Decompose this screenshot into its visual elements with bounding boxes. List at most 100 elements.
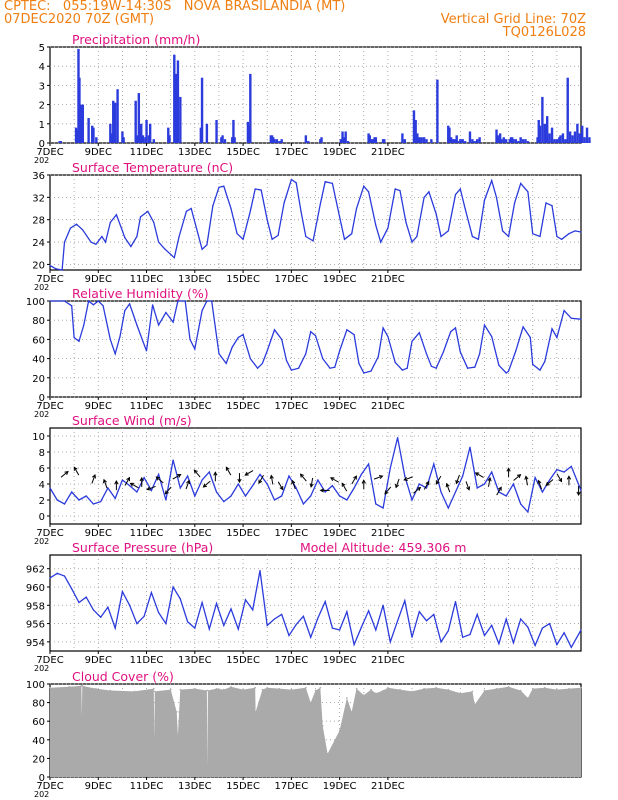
series-point	[298, 367, 300, 369]
series-point	[300, 210, 302, 212]
series-point	[201, 248, 203, 250]
precip-bar	[514, 139, 518, 143]
series-point	[92, 304, 95, 306]
wind-arrow-shaft	[351, 475, 357, 485]
precip-bar	[553, 139, 556, 143]
series-point	[259, 473, 261, 475]
cloud-cover-point	[68, 685, 71, 688]
wind-arrow	[513, 474, 522, 481]
series-point	[549, 479, 551, 481]
precip-bar	[231, 137, 234, 143]
series-point	[100, 501, 102, 503]
series-point	[329, 367, 331, 369]
y-tick-label: 20	[32, 754, 45, 765]
y-tick-label: 4	[39, 62, 45, 73]
cloud-cover-point	[81, 715, 83, 718]
cloud-cover-point	[568, 687, 570, 690]
series-point	[56, 572, 58, 574]
precip-bar	[453, 139, 456, 143]
series-point	[401, 369, 403, 371]
series-point	[534, 644, 536, 647]
series-point	[230, 207, 232, 210]
series-point	[433, 613, 435, 616]
wind-arrow	[60, 470, 69, 478]
precip-bar	[449, 137, 453, 143]
series-point	[266, 350, 268, 352]
precip-bar	[420, 137, 423, 143]
series-point	[428, 191, 430, 193]
series-point	[71, 588, 73, 590]
precip-bar	[249, 73, 252, 143]
x-tick-label: 7DEC	[36, 401, 63, 412]
precip-bar	[585, 127, 589, 143]
series-point	[539, 369, 541, 371]
series-point	[363, 185, 365, 187]
wind-arrow	[164, 486, 172, 495]
y-tick-label: 0	[39, 393, 45, 404]
wind-arrow	[124, 476, 131, 486]
x-tick-label: 9DEC	[85, 655, 112, 666]
wind-arrow	[146, 485, 156, 491]
precip-bar	[451, 139, 455, 143]
series-point	[512, 483, 515, 485]
precip-bar	[447, 125, 450, 143]
series-point	[512, 642, 515, 644]
cloud-cover-point	[222, 688, 225, 691]
series-point	[527, 511, 529, 513]
precip-bar	[561, 133, 565, 143]
cloud-cover-point	[423, 687, 425, 690]
series-point	[440, 491, 442, 493]
series-point	[469, 446, 471, 448]
y-tick-label: 4	[39, 480, 45, 491]
precip-bar	[273, 139, 276, 143]
panel-subtitle: Model Altitude: 459.306 m	[300, 540, 466, 555]
x-tick-label: 11DEC	[130, 781, 164, 792]
precip-bar	[344, 131, 347, 143]
y-tick-label: 20	[32, 374, 45, 385]
series-point	[194, 627, 196, 629]
cloud-cover-point	[459, 692, 462, 695]
cloud-cover-point	[133, 690, 136, 693]
series-point	[580, 629, 582, 631]
series-point	[194, 348, 196, 350]
precip-bar	[92, 127, 95, 143]
series-point	[351, 233, 353, 235]
series-point	[317, 479, 319, 481]
series-point	[208, 471, 210, 473]
wind-arrow-shaft	[475, 472, 484, 478]
series-point	[324, 601, 326, 603]
wind-arrow	[556, 473, 563, 483]
series-point	[346, 499, 348, 501]
series-point	[331, 627, 333, 629]
x-tick-label: 9DEC	[85, 274, 112, 285]
series-point	[322, 358, 324, 360]
series-point	[249, 210, 251, 212]
precip-bar	[370, 139, 373, 143]
series-point	[172, 586, 174, 588]
series-point	[406, 367, 408, 369]
x-tick-label: 7DEC	[36, 655, 63, 666]
y-tick-label: 0	[39, 773, 45, 784]
series-point	[339, 495, 341, 497]
cloud-cover-point	[370, 688, 372, 691]
series-point	[541, 491, 543, 493]
cloud-cover-point	[230, 685, 232, 688]
series-point	[225, 362, 227, 364]
series-line	[49, 570, 582, 649]
series-point	[495, 196, 498, 198]
precip-bar	[521, 139, 525, 143]
x-tick-label: 19DEC	[323, 781, 357, 792]
precip-bar	[548, 133, 551, 143]
cloud-cover-point	[355, 687, 358, 690]
series-point	[539, 235, 541, 238]
series-point	[114, 353, 116, 355]
cloud-cover-point	[435, 686, 437, 689]
wind-arrow-head	[299, 473, 304, 478]
series-point	[206, 244, 208, 246]
wind-arrow-head	[576, 491, 581, 496]
cloud-cover-point	[362, 694, 365, 696]
series-point	[310, 636, 312, 638]
precip-bar	[576, 123, 579, 143]
wind-arrow-head	[378, 475, 384, 480]
cloud-cover-point	[152, 687, 155, 690]
